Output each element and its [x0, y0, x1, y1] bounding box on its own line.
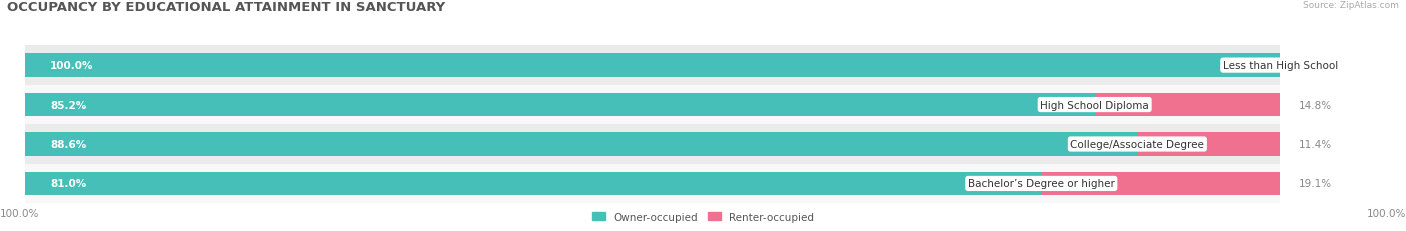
Text: 81.0%: 81.0% — [51, 179, 86, 189]
Text: 0.0%: 0.0% — [1299, 61, 1326, 71]
Bar — [1040, 172, 1281, 195]
Bar — [25, 85, 1281, 125]
Text: Bachelor’s Degree or higher: Bachelor’s Degree or higher — [967, 179, 1115, 189]
Text: High School Diploma: High School Diploma — [1040, 100, 1149, 110]
Legend: Owner-occupied, Renter-occupied: Owner-occupied, Renter-occupied — [588, 208, 818, 226]
Bar — [25, 164, 1281, 203]
Text: College/Associate Degree: College/Associate Degree — [1070, 139, 1205, 149]
Bar — [25, 125, 1281, 164]
Bar — [25, 133, 1137, 156]
Text: 88.6%: 88.6% — [51, 139, 86, 149]
Bar — [1137, 133, 1281, 156]
Text: 14.8%: 14.8% — [1299, 100, 1333, 110]
Text: 100.0%: 100.0% — [1367, 208, 1406, 218]
Text: 100.0%: 100.0% — [0, 208, 39, 218]
Bar — [25, 46, 1281, 85]
Text: 85.2%: 85.2% — [51, 100, 86, 110]
Bar — [1095, 93, 1281, 117]
Text: 100.0%: 100.0% — [51, 61, 94, 71]
Text: Less than High School: Less than High School — [1223, 61, 1339, 71]
Text: Source: ZipAtlas.com: Source: ZipAtlas.com — [1303, 1, 1399, 10]
Text: OCCUPANCY BY EDUCATIONAL ATTAINMENT IN SANCTUARY: OCCUPANCY BY EDUCATIONAL ATTAINMENT IN S… — [7, 1, 446, 14]
Text: 19.1%: 19.1% — [1299, 179, 1333, 189]
Bar — [25, 54, 1281, 78]
Bar — [25, 172, 1042, 195]
Text: 11.4%: 11.4% — [1299, 139, 1333, 149]
Bar — [25, 93, 1095, 117]
